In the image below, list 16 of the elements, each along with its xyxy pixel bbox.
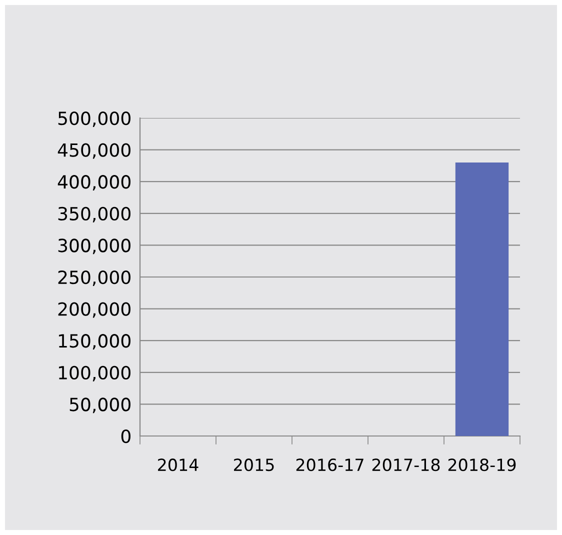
y-tick-label: 450,000 (58, 143, 130, 159)
y-tick-label: 100,000 (58, 366, 130, 382)
y-tick-label: 300,000 (58, 238, 130, 254)
x-tick-label: 2017-18 (372, 458, 440, 472)
y-tick-label: 350,000 (58, 206, 130, 222)
x-tick-label: 2018-19 (448, 458, 516, 472)
x-tick-label: 2014 (158, 458, 198, 472)
y-tick-label: 50,000 (70, 398, 130, 414)
y-tick-label: 500,000 (58, 111, 130, 127)
x-tick-label: 2015 (234, 458, 274, 472)
y-tick-label: 250,000 (58, 270, 130, 286)
y-tick-label: 400,000 (58, 175, 130, 191)
y-tick-label: 0 (121, 429, 130, 444)
y-tick-label: 150,000 (58, 334, 130, 350)
y-tick-label: 200,000 (58, 302, 130, 318)
x-tick-label: 2016-17 (296, 458, 364, 472)
